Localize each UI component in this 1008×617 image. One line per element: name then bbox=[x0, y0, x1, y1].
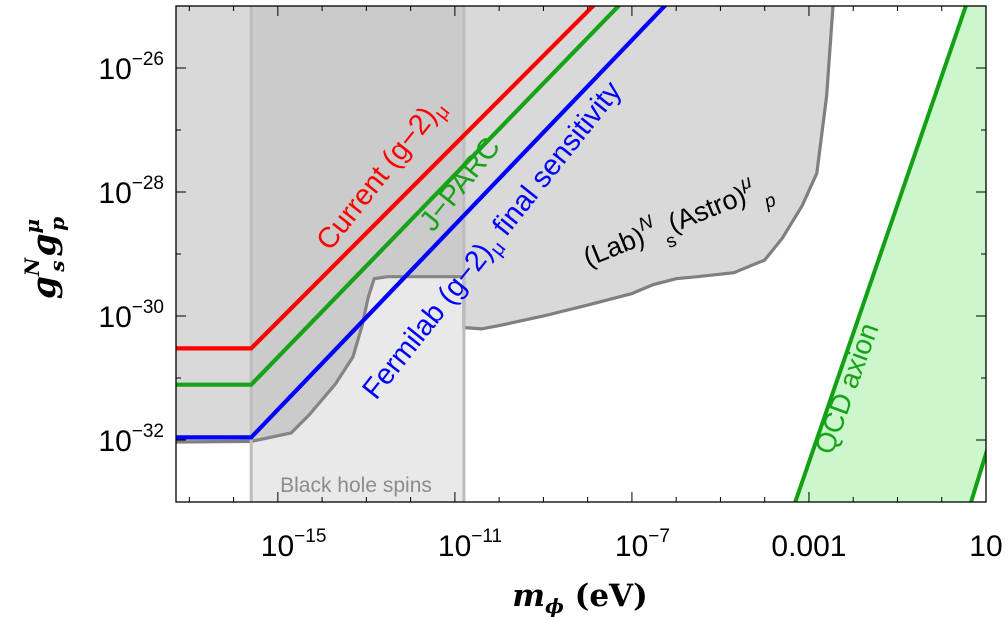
x-axis-title: mϕ (eV) bbox=[512, 578, 648, 617]
curve-jparc bbox=[176, 6, 622, 387]
y-tick-label: 10−28 bbox=[98, 173, 164, 210]
curve-current-g2 bbox=[176, 6, 596, 351]
curve-fermilab bbox=[176, 6, 668, 440]
y-tick-label: 10−30 bbox=[98, 297, 164, 334]
region-lab-astro-outline bbox=[176, 6, 835, 444]
axis-ticks bbox=[176, 5, 987, 503]
x-tick-label: 10−15 bbox=[261, 526, 327, 563]
x-tick-label: 10−7 bbox=[615, 526, 670, 563]
region-qcd-axion bbox=[795, 6, 986, 502]
y-tick-label: 10−26 bbox=[98, 49, 164, 86]
region-black-hole-spins bbox=[251, 6, 464, 502]
qcd-axion-boundary-1 bbox=[793, 6, 968, 502]
x-tick-label: 10−11 bbox=[438, 526, 502, 563]
x-tick-label: 10 bbox=[969, 530, 1002, 563]
x-tick-label: 0.001 bbox=[771, 530, 846, 563]
y-tick-label: 10−32 bbox=[98, 421, 164, 458]
tick-labels: 10−15 10−11 10−7 0.001 10 10−26 10−28 10−30 10−3… bbox=[98, 49, 1002, 563]
svg-text:gNsgμp: gNsgμp bbox=[20, 217, 69, 299]
qcd-axion-boundary-2 bbox=[969, 446, 986, 502]
y-axis-title: gNsgμp bbox=[20, 217, 69, 299]
black-hole-label: Black hole spins bbox=[280, 474, 432, 497]
region-lab-astro bbox=[176, 6, 833, 442]
plot-area bbox=[176, 6, 986, 502]
